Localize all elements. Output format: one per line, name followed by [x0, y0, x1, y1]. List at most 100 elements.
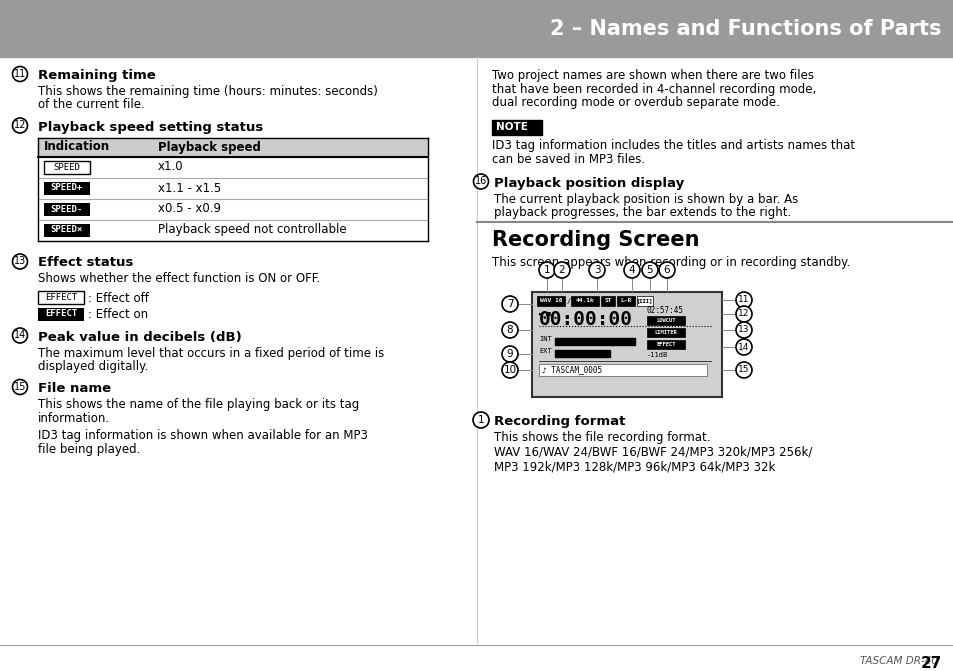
Text: LOWCUT: LOWCUT: [656, 318, 675, 323]
Bar: [0, 0, 953, 57]
Text: SPEED+: SPEED+: [51, 183, 83, 193]
Text: [III]: [III]: [637, 299, 653, 303]
Bar: [532, 292, 721, 397]
Text: This shows the file recording format.: This shows the file recording format.: [494, 431, 710, 444]
Circle shape: [473, 174, 488, 189]
Text: 11: 11: [14, 69, 26, 79]
Text: ID3 tag information is shown when available for an MP3: ID3 tag information is shown when availa…: [38, 429, 368, 442]
Bar: [637, 296, 652, 306]
Text: EXT: EXT: [538, 348, 551, 354]
Text: 2: 2: [558, 265, 565, 275]
Text: ID3 tag information includes the titles and artists names that: ID3 tag information includes the titles …: [492, 140, 854, 152]
Text: Shows whether the effect function is ON or OFF.: Shows whether the effect function is ON …: [38, 272, 320, 285]
Circle shape: [735, 322, 751, 338]
Text: WAV 16/WAV 24/BWF 16/BWF 24/MP3 320k/MP3 256k/: WAV 16/WAV 24/BWF 16/BWF 24/MP3 320k/MP3…: [494, 446, 812, 458]
Text: 44.1k: 44.1k: [575, 299, 594, 303]
Circle shape: [12, 254, 28, 269]
Circle shape: [735, 362, 751, 378]
Text: EFFECT: EFFECT: [656, 342, 675, 347]
Circle shape: [501, 296, 517, 312]
Text: ►□■: ►□■: [538, 310, 551, 316]
Bar: [617, 296, 635, 306]
Text: displayed digitally.: displayed digitally.: [38, 360, 148, 373]
Text: 8: 8: [506, 325, 513, 335]
Text: WAV 16: WAV 16: [539, 299, 561, 303]
Text: 15: 15: [738, 366, 749, 374]
Text: SPEED×: SPEED×: [51, 225, 83, 234]
Text: ST: ST: [603, 299, 611, 303]
Text: ♪ TASCAM_0005: ♪ TASCAM_0005: [541, 365, 601, 374]
Text: 11: 11: [738, 295, 749, 305]
Bar: [646, 316, 684, 325]
Text: LIMITER: LIMITER: [654, 330, 677, 335]
Circle shape: [501, 346, 517, 362]
Bar: [646, 328, 684, 337]
Text: File name: File name: [38, 382, 111, 395]
Text: 5: 5: [646, 265, 653, 275]
Text: 7: 7: [506, 299, 513, 309]
Bar: [555, 350, 609, 357]
Text: 15: 15: [13, 382, 26, 392]
Text: Recording Screen: Recording Screen: [492, 230, 699, 250]
Text: 02:57:45: 02:57:45: [646, 306, 683, 315]
Text: x0.5 - x0.9: x0.5 - x0.9: [158, 203, 221, 215]
Text: SPEED-: SPEED-: [51, 205, 83, 213]
Text: file being played.: file being played.: [38, 443, 140, 456]
Circle shape: [735, 339, 751, 355]
Text: dual recording mode or overdub separate mode.: dual recording mode or overdub separate …: [492, 96, 779, 109]
Text: This screen appears when recording or in recording standby.: This screen appears when recording or in…: [492, 256, 849, 269]
Bar: [38, 291, 84, 303]
Text: EFFECT: EFFECT: [45, 293, 77, 301]
Bar: [555, 338, 635, 345]
Bar: [44, 160, 90, 174]
Text: 14: 14: [14, 331, 26, 340]
Text: The maximum level that occurs in a fixed period of time is: The maximum level that occurs in a fixed…: [38, 346, 384, 360]
Text: Playback speed not controllable: Playback speed not controllable: [158, 223, 346, 236]
Circle shape: [623, 262, 639, 278]
Circle shape: [735, 292, 751, 308]
Text: 3: 3: [593, 265, 599, 275]
Text: 27: 27: [920, 656, 941, 671]
Text: information.: information.: [38, 411, 110, 425]
Circle shape: [659, 262, 675, 278]
Circle shape: [641, 262, 658, 278]
Bar: [44, 181, 90, 195]
Text: 4: 4: [628, 265, 635, 275]
Circle shape: [554, 262, 569, 278]
Text: x1.0: x1.0: [158, 160, 183, 174]
Text: 2 – Names and Functions of Parts: 2 – Names and Functions of Parts: [550, 19, 941, 39]
Text: that have been recorded in 4-channel recording mode,: that have been recorded in 4-channel rec…: [492, 83, 816, 95]
Circle shape: [473, 412, 489, 428]
Text: : Effect on: : Effect on: [88, 309, 148, 321]
Text: Playback speed setting status: Playback speed setting status: [38, 121, 263, 134]
Bar: [44, 223, 90, 236]
Bar: [571, 296, 598, 306]
Circle shape: [588, 262, 604, 278]
Text: /: /: [566, 298, 571, 304]
Text: Recording format: Recording format: [494, 415, 625, 428]
Text: MP3 192k/MP3 128k/MP3 96k/MP3 64k/MP3 32k: MP3 192k/MP3 128k/MP3 96k/MP3 64k/MP3 32…: [494, 460, 775, 473]
Text: NOTE: NOTE: [496, 122, 527, 132]
Circle shape: [12, 380, 28, 395]
Circle shape: [12, 66, 28, 81]
Text: 16: 16: [475, 176, 487, 187]
Text: 9: 9: [506, 349, 513, 359]
Bar: [492, 119, 541, 134]
Text: Playback speed: Playback speed: [158, 140, 260, 154]
Text: x1.1 - x1.5: x1.1 - x1.5: [158, 181, 221, 195]
Text: Indication: Indication: [44, 140, 110, 154]
Text: can be saved in MP3 files.: can be saved in MP3 files.: [492, 153, 644, 166]
Bar: [600, 296, 615, 306]
Bar: [38, 307, 84, 321]
Text: 10: 10: [503, 365, 516, 375]
Text: INT: INT: [538, 336, 551, 342]
Text: 13: 13: [738, 325, 749, 335]
Text: SPEED: SPEED: [53, 162, 80, 172]
Bar: [538, 364, 706, 376]
Text: EFFECT: EFFECT: [45, 309, 77, 319]
Text: of the current file.: of the current file.: [38, 99, 145, 111]
Circle shape: [12, 118, 28, 133]
Bar: [537, 296, 564, 306]
Text: Peak value in decibels (dB): Peak value in decibels (dB): [38, 331, 241, 344]
Bar: [646, 340, 684, 349]
